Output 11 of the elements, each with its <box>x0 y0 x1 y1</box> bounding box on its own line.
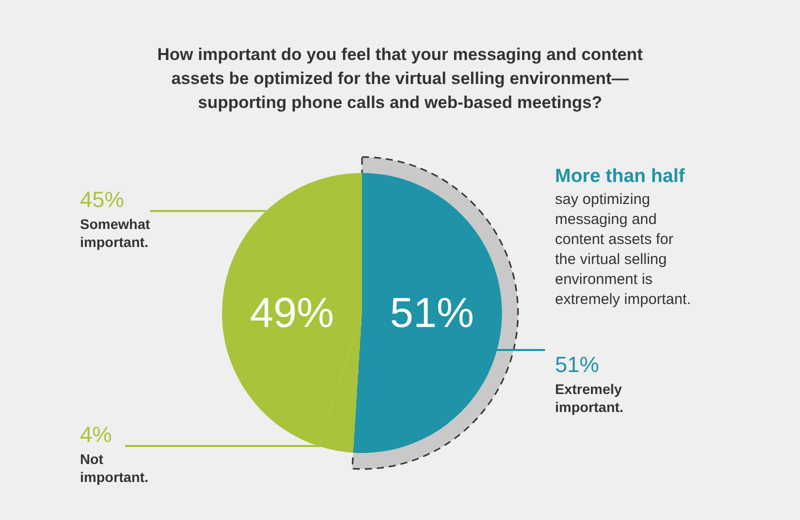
data-label: 45% <box>80 187 124 212</box>
slice-label: Somewhat important. <box>80 216 150 250</box>
slice-label: Not important. <box>80 451 148 485</box>
text: More than half <box>555 166 686 187</box>
data-label: 51% <box>555 352 600 377</box>
slice-label: Extremely important. <box>555 381 624 415</box>
chart-title: How important do you feel that your messaging and content assets be optimized for the virtual selling environment—supporting phone calls and web-based meetings? <box>157 45 644 112</box>
data-label: 4% <box>80 422 112 447</box>
text: 51% <box>390 289 474 336</box>
text: say optimizing messaging and content assets for the virtual selling environment is extremely important. <box>555 191 691 308</box>
text: 49% <box>250 289 334 336</box>
